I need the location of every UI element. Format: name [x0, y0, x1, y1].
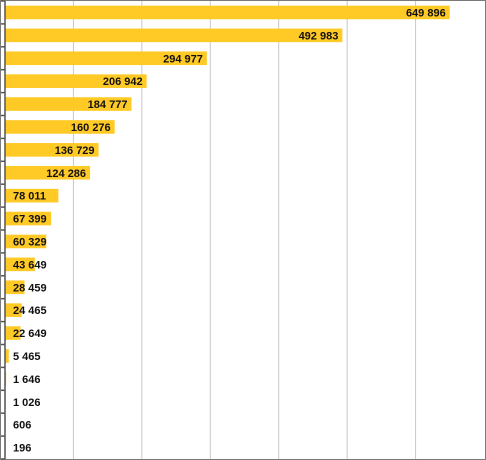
bar: [5, 188, 59, 203]
bar: [5, 51, 207, 66]
y-axis: [1, 0, 6, 460]
data-label: 22 649: [13, 328, 47, 340]
data-label: 206 942: [103, 76, 143, 88]
data-label: 196: [13, 443, 31, 455]
bar: [5, 349, 9, 363]
data-label: 1 026: [13, 397, 41, 409]
data-label: 294 977: [163, 53, 203, 65]
data-label: 28 459: [13, 282, 47, 294]
bar: [5, 143, 99, 157]
bar: [5, 234, 47, 249]
bar: [5, 120, 115, 134]
bar: [5, 97, 132, 111]
bar: [5, 211, 52, 226]
data-label: 5 465: [13, 351, 41, 363]
bar: [5, 303, 22, 317]
data-labels: 649 896 492 983 294 977 206 942 184 777 160 2…: [13, 7, 446, 454]
bar: [5, 326, 21, 340]
data-label: 606: [13, 420, 31, 432]
data-label: 43 649: [13, 259, 47, 271]
bar: [5, 257, 35, 272]
bar: [5, 165, 91, 180]
bars: [5, 5, 450, 455]
data-label: 24 465: [13, 305, 47, 317]
bar: [5, 280, 25, 295]
bar: [5, 74, 147, 88]
data-label: 649 896: [406, 7, 446, 19]
data-label: 160 276: [71, 122, 111, 134]
data-label: 136 729: [55, 145, 95, 157]
data-label: 60 329: [13, 236, 47, 248]
bar: [5, 28, 343, 43]
data-label: 1 646: [13, 374, 41, 386]
data-label: 67 399: [13, 214, 47, 226]
data-label: 124 286: [46, 168, 86, 180]
data-label: 184 777: [88, 99, 128, 111]
bar: [5, 5, 450, 20]
gridlines: [72, 1, 417, 459]
data-label: 78 011: [13, 191, 46, 203]
data-label: 492 983: [299, 30, 339, 42]
